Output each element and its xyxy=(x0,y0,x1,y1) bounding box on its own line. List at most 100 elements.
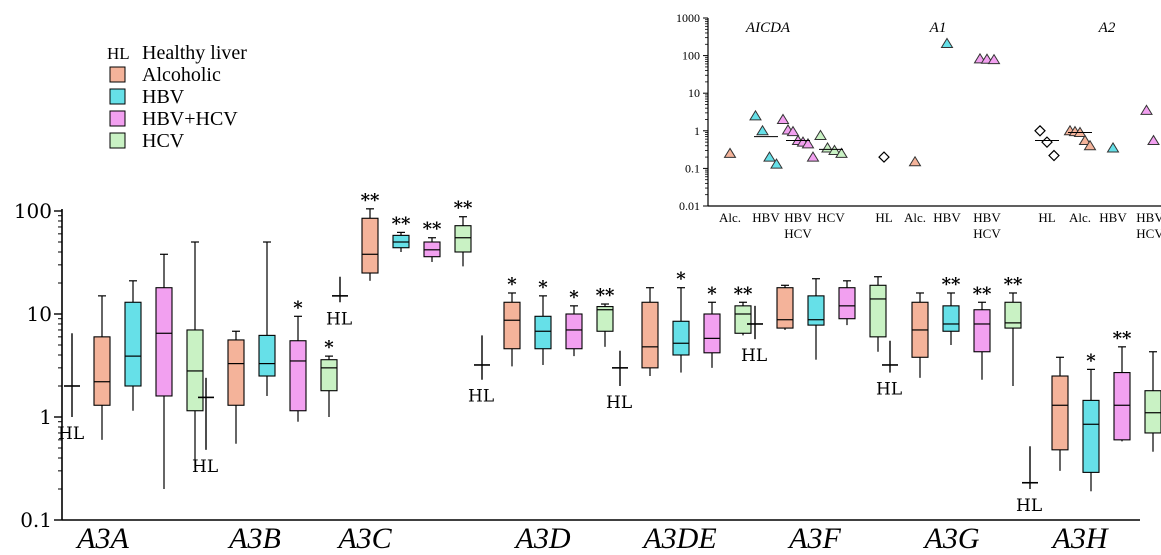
hl-label: HL xyxy=(1016,496,1042,516)
box-a3b-hbv-hcv xyxy=(289,340,307,412)
box-a3h-hbv-hcv-significance: ** xyxy=(1113,328,1132,349)
inset-point-aicda-hbv xyxy=(756,124,769,136)
box-a3d-hcv xyxy=(596,306,614,332)
category-label-a3h: A3H xyxy=(1051,522,1110,555)
inset-point-aicda-hbv xyxy=(749,109,762,121)
box-group-a3f: HL A3F xyxy=(741,276,887,555)
box-group-a3d: HL* * * **A3D xyxy=(468,274,615,555)
box-a3de-hbv xyxy=(672,320,690,356)
category-label-a3a: A3A xyxy=(75,522,129,555)
inset-point-aicda-hbv-hcv xyxy=(786,125,800,137)
inset-y-tick-label-1: 1 xyxy=(694,124,700,138)
inset-point-aicda-hbv xyxy=(763,151,776,162)
inset-x-tick-label: HBV xyxy=(973,210,1001,225)
box-a3g-hcv xyxy=(1004,301,1022,329)
box-a3f-alcoholic xyxy=(776,287,794,329)
inset-point-a2-hbv-hcv xyxy=(1147,134,1160,146)
inset-point-a2-hbv xyxy=(1106,141,1120,153)
inset-point-a2-hl xyxy=(1041,136,1053,148)
inset-x-tick-label: HBV xyxy=(1099,210,1127,225)
inset-point-a2-hl xyxy=(1048,149,1060,162)
box-group-a3b: HL * * A3B xyxy=(192,241,338,555)
box-a3de-alcoholic xyxy=(641,301,659,369)
legend-hl-label: Healthy liver xyxy=(142,42,247,64)
legend-swatch-hcv xyxy=(109,132,126,149)
box-a3a-hbv xyxy=(124,301,142,387)
box-a3h-hbv xyxy=(1082,399,1100,473)
box-a3h-hcv xyxy=(1144,390,1161,434)
hl-label: HL xyxy=(741,346,767,366)
category-label-a3f: A3F xyxy=(787,522,841,555)
box-a3b-hbv-hcv-significance: * xyxy=(293,297,303,318)
box-a3f-hbv-hcv xyxy=(838,287,856,320)
legend-hl-abbrev: HL xyxy=(107,44,130,63)
inset-point-aicda-hbv-hcv xyxy=(806,151,820,162)
category-label-a3c: A3C xyxy=(336,522,392,555)
box-a3c-hbv-hcv-significance: ** xyxy=(423,219,442,240)
box-a3b-hcv-significance: * xyxy=(324,337,334,358)
inset-panel-label-a2: A2 xyxy=(1098,20,1116,36)
inset-y-tick-label-10: 10 xyxy=(688,86,700,100)
box-a3g-hcv-significance: ** xyxy=(1004,274,1023,295)
box-a3h-alcoholic xyxy=(1051,375,1069,451)
box-a3de-hcv-significance: ** xyxy=(734,283,753,304)
inset-x-tick-label: HL xyxy=(875,210,892,225)
y-tick-label-100: 100 xyxy=(14,199,52,223)
inset-point-a1-hbv-hcv xyxy=(987,53,1001,65)
legend-label-hbv-hcv: HBV+HCV xyxy=(142,108,238,130)
inset-point-aicda-hbv-hcv xyxy=(801,137,815,149)
hl-label: HL xyxy=(876,380,902,400)
legend-label-hcv: HCV xyxy=(142,130,185,152)
legend-swatch-hbv-hcv xyxy=(109,110,126,127)
y-tick-label-0-1: 0.1 xyxy=(20,508,52,532)
box-a3c-alcoholic xyxy=(361,217,379,274)
inset-point-a2-hl xyxy=(1034,124,1046,137)
box-a3b-hcv xyxy=(320,359,338,392)
box-a3d-alcoholic xyxy=(503,301,521,350)
inset-point-aicda-hcv xyxy=(828,144,841,155)
box-a3f-hcv xyxy=(869,284,887,338)
box-group-a3c: HL ** ** ** ** A3C xyxy=(326,190,473,555)
hl-label: HL xyxy=(58,424,84,444)
category-label-a3g: A3G xyxy=(923,522,980,555)
inset-point-a2-alcoholic xyxy=(1083,139,1097,151)
inset-point-a1-hl xyxy=(878,151,890,163)
box-a3b-hbv xyxy=(258,334,276,377)
box-a3d-hcv-significance: ** xyxy=(596,285,615,306)
box-a3g-hbv-hcv xyxy=(973,309,991,353)
inset-y-tick-label-0-01: 0.01 xyxy=(679,199,700,213)
inset-x-tick-label: HCV xyxy=(973,226,1001,241)
box-a3d-hbv-hcv xyxy=(565,313,583,350)
box-a3de-hbv-hcv-significance: * xyxy=(707,283,717,304)
box-a3f-hbv xyxy=(807,295,825,326)
box-a3a-hbv-hcv xyxy=(155,287,173,397)
inset-y-tick-label-100: 100 xyxy=(682,49,700,63)
box-a3h-hbv-hcv xyxy=(1113,372,1131,441)
box-a3b-alcoholic xyxy=(227,339,245,406)
inset-panel-label-aicda: AICDA xyxy=(745,20,791,36)
box-a3d-alcoholic-significance: * xyxy=(507,274,517,295)
category-label-a3d: A3D xyxy=(514,522,571,555)
inset-x-tick-label: Alc. xyxy=(1069,210,1091,225)
inset-x-tick-label: Alc. xyxy=(719,210,741,225)
y-tick-label-1: 1 xyxy=(39,405,52,429)
box-group-a3a: HL A3A xyxy=(58,241,204,555)
inset-point-aicda-alcoholic xyxy=(723,147,737,158)
inset-point-a1-alcoholic xyxy=(908,155,922,167)
box-group-a3h: HL***A3H xyxy=(1016,328,1161,555)
box-a3h-hbv-significance: * xyxy=(1086,350,1096,371)
box-a3de-hcv xyxy=(734,305,752,334)
inset-x-tick-label: HBV xyxy=(1136,210,1161,225)
inset-point-aicda-hcv xyxy=(835,147,848,158)
inset-point-aicda-hcv xyxy=(814,129,827,140)
box-a3c-hbv-significance: ** xyxy=(392,213,411,234)
inset-y-tick-label-0-1: 0.1 xyxy=(685,161,700,175)
inset-x-tick-label: Alc. xyxy=(904,210,926,225)
inset-panel-label-a1: A1 xyxy=(929,20,947,36)
box-a3c-hcv xyxy=(454,225,472,253)
category-label-a3b: A3B xyxy=(227,522,281,555)
inset-x-tick-label: HBV xyxy=(752,210,780,225)
box-a3d-hbv-significance: * xyxy=(538,277,548,298)
